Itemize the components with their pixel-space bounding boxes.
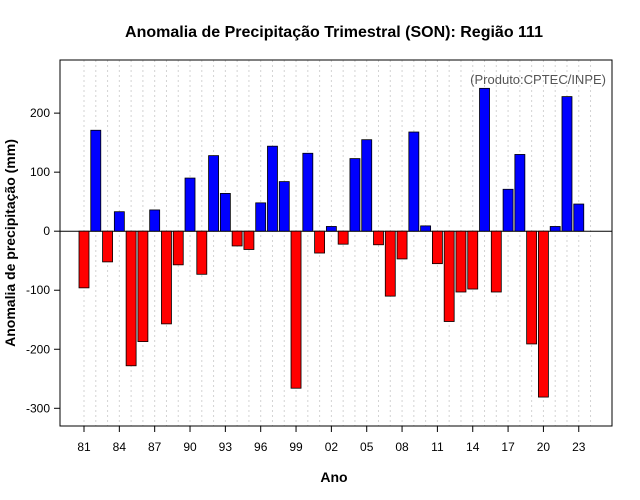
- bar-1992: [208, 155, 219, 232]
- bar-2000: [302, 152, 314, 232]
- y-tick-label: -100: [26, 283, 50, 297]
- bar-1990: [184, 177, 196, 232]
- x-tick-label: 84: [113, 440, 127, 454]
- bar-1998: [278, 181, 290, 232]
- x-tick-label: 99: [289, 440, 303, 454]
- bar-1994: [231, 230, 243, 247]
- bar-2018: [514, 154, 526, 232]
- bar-2014: [467, 230, 479, 290]
- x-tick-label: 93: [219, 440, 233, 454]
- bar-1999: [290, 230, 302, 389]
- bar-2001: [314, 230, 326, 254]
- bar-2017: [502, 188, 514, 232]
- bar-1997: [267, 145, 278, 232]
- bar-2010: [420, 225, 432, 232]
- y-tick-label: 0: [43, 224, 50, 238]
- x-tick-label: 90: [183, 440, 197, 454]
- x-tick-label: 23: [572, 440, 586, 454]
- x-tick-label: 17: [501, 440, 515, 454]
- x-tick-label: 05: [360, 440, 374, 454]
- bar-2023: [573, 203, 585, 232]
- bar-2006: [373, 230, 384, 246]
- x-tick-label: 81: [77, 440, 91, 454]
- bar-2013: [455, 230, 467, 293]
- x-tick-label: 08: [395, 440, 409, 454]
- bar-1991: [196, 230, 208, 275]
- bar-2020: [538, 230, 549, 398]
- bars: [78, 87, 585, 398]
- bar-1993: [219, 193, 231, 232]
- x-tick-label: 87: [148, 440, 162, 454]
- credit-text: (Produto:CPTEC/INPE): [470, 72, 606, 87]
- y-axis-title: Anomalia de precipitação (mm): [2, 139, 18, 347]
- y-axis: -300 -200 -100 0 100 200: [26, 106, 60, 415]
- y-tick-label: -300: [26, 401, 50, 415]
- bar-1983: [102, 230, 113, 263]
- x-axis-title: Ano: [320, 469, 347, 485]
- x-tick-label: 96: [254, 440, 268, 454]
- chart-title: Anomalia de Precipitação Trimestral (SON…: [125, 24, 543, 41]
- x-tick-label: 14: [466, 440, 480, 454]
- plot-frame: [59, 59, 613, 427]
- bar-2022: [561, 96, 573, 232]
- bar-2009: [408, 131, 420, 232]
- bar-2005: [361, 139, 373, 232]
- bar-1981: [78, 230, 90, 289]
- x-tick-label: 02: [325, 440, 339, 454]
- bar-1982: [90, 129, 102, 232]
- bar-2016: [490, 230, 502, 293]
- x-tick-label: 11: [431, 440, 444, 454]
- bar-1995: [243, 230, 255, 250]
- bar-2004: [349, 158, 361, 232]
- bar-2002: [325, 226, 337, 232]
- bar-1987: [149, 209, 161, 232]
- grid: [83, 60, 592, 426]
- bar-1988: [161, 230, 172, 325]
- x-tick-label: 20: [537, 440, 551, 454]
- bar-2012: [443, 230, 455, 322]
- bar-1996: [255, 202, 267, 232]
- bar-2011: [431, 230, 443, 265]
- y-tick-label: -200: [26, 342, 50, 356]
- bar-1985: [125, 230, 137, 367]
- y-tick-label: 200: [30, 106, 50, 120]
- bar-2003: [337, 230, 349, 245]
- y-tick-label: 100: [30, 165, 50, 179]
- bar-2015: [479, 87, 490, 232]
- bar-1986: [137, 230, 149, 342]
- bar-1989: [172, 230, 184, 266]
- bar-2008: [396, 230, 408, 260]
- bar-1984: [113, 211, 125, 232]
- bar-2019: [526, 230, 538, 345]
- x-axis: 81 84 87 90 93 96 99 02 05 08 11 14 17 20 23: [77, 426, 586, 454]
- bar-2007: [384, 230, 396, 297]
- bar-2021: [549, 226, 561, 232]
